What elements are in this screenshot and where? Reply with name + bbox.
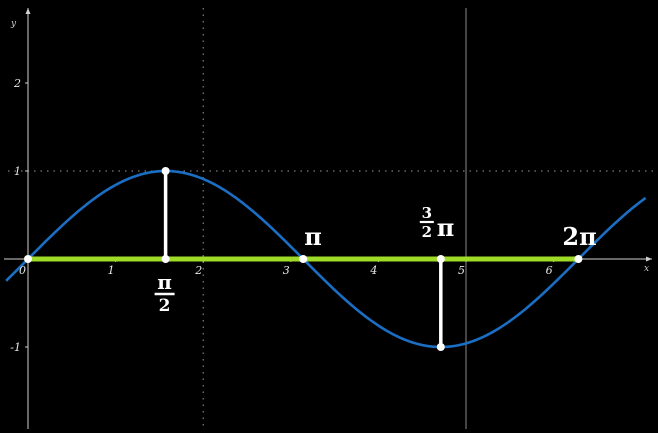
y-tick-label: 1 xyxy=(14,165,21,178)
x-tick-label: 1 xyxy=(108,264,115,277)
marked-point xyxy=(436,255,445,263)
x-tick-label: 4 xyxy=(369,264,377,277)
overlay-layer xyxy=(24,167,583,351)
annotation-numerator: π xyxy=(157,270,172,294)
marked-point xyxy=(436,343,445,351)
tick-labels: 0 1 2 3 4 5 621-1xy xyxy=(10,19,649,354)
x-tick-label: 2 xyxy=(194,264,202,277)
y-tick-label: -1 xyxy=(10,341,21,354)
x-tick-label: 3 xyxy=(283,264,290,277)
marked-point xyxy=(161,167,170,175)
annotation-numerator: 3 xyxy=(422,204,432,222)
y-axis-label: y xyxy=(10,19,17,29)
x-tick-label: 6 xyxy=(546,264,553,277)
x-axis-arrow xyxy=(646,256,652,262)
annotation-denominator: 2 xyxy=(422,223,432,241)
y-tick-label: 2 xyxy=(13,77,21,90)
annotation-label: π xyxy=(304,222,322,251)
series-layer xyxy=(5,169,647,349)
marked-point xyxy=(574,255,583,263)
annotation-label: 2π xyxy=(562,222,596,251)
annotation-denominator: 2 xyxy=(159,296,171,316)
marked-point xyxy=(299,255,308,263)
marked-point xyxy=(161,255,170,263)
x-tick-label: 0 xyxy=(19,264,26,277)
sine-curve xyxy=(5,169,647,349)
x-tick-label: 5 xyxy=(458,264,465,277)
reference-lines xyxy=(8,8,654,429)
x-axis-label: x xyxy=(644,264,649,274)
marked-point xyxy=(24,255,32,263)
annotation-symbol: π xyxy=(437,213,455,242)
y-axis-arrow xyxy=(25,8,31,14)
